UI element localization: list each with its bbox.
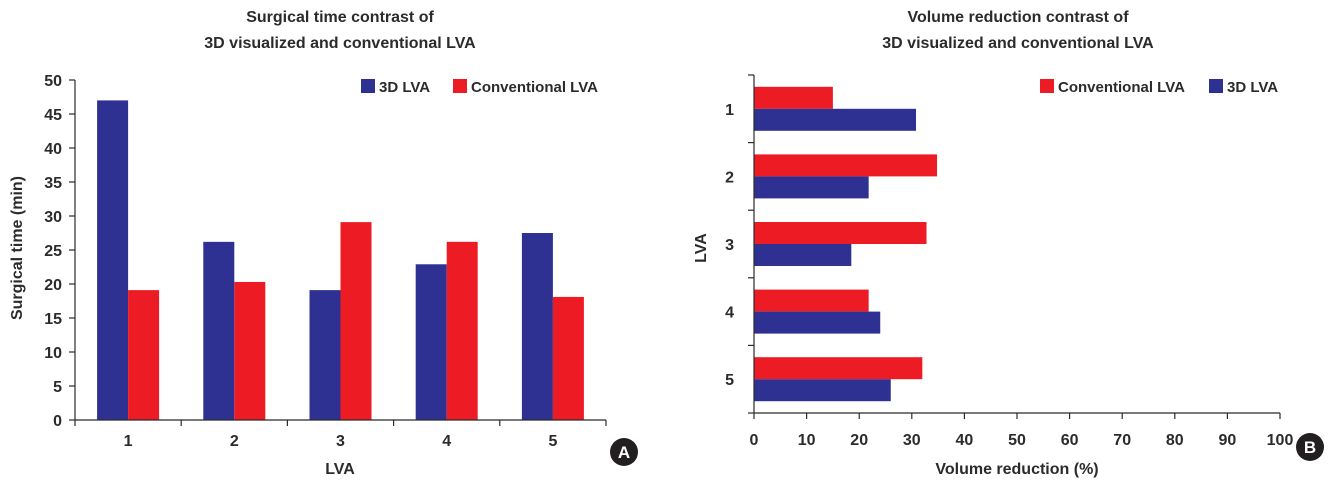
chart-b-title-line1: Volume reduction contrast of <box>907 9 1129 26</box>
chart-b-legend: Conventional LVA 3D LVA <box>1040 79 1278 96</box>
chart-a-x-tick-label: 5 <box>548 433 557 450</box>
chart-a-legend: 3D LVA Conventional LVA <box>361 79 598 96</box>
legend-swatch-3d-lva <box>361 79 375 93</box>
bar-conventional-lva-5 <box>754 357 923 380</box>
bar-3d-lva-1 <box>754 108 917 131</box>
chart-b-x-tick-label: 0 <box>750 432 759 449</box>
chart-b-x-tick-label: 50 <box>1008 432 1026 449</box>
chart-a-y-tick-label: 50 <box>44 73 62 90</box>
chart-b-y-tick-label: 5 <box>725 372 734 389</box>
chart-a-y-tick-label: 15 <box>44 311 62 328</box>
chart-b-x-tick-label: 70 <box>1113 432 1131 449</box>
bar-conventional-lva-3 <box>340 222 372 420</box>
panel-b-label: B <box>1304 438 1316 457</box>
chart-a-y-axis-title: Surgical time (min) <box>9 176 26 320</box>
bar-3d-lva-3 <box>309 290 341 420</box>
bar-conventional-lva-4 <box>754 289 869 312</box>
legend-label-conventional-lva: Conventional LVA <box>1058 79 1185 96</box>
chart-a-x-tick-label: 4 <box>442 433 451 450</box>
chart-a-y-tick-label: 45 <box>44 107 62 124</box>
legend-label-3d-lva: 3D LVA <box>1227 79 1278 96</box>
chart-a-y-tick-label: 5 <box>53 379 62 396</box>
bar-conventional-lva-4 <box>446 241 478 420</box>
chart-b-bars <box>754 86 938 402</box>
bar-conventional-lva-1 <box>128 290 160 420</box>
legend-swatch-conventional-lva <box>453 79 467 93</box>
chart-b-y-tick-label: 2 <box>725 169 734 186</box>
chart-a-x-axis-title: LVA <box>325 461 355 478</box>
panel-b-badge <box>1296 433 1324 461</box>
legend-swatch-conventional-lva <box>1040 79 1054 93</box>
chart-b-x-tick-label: 60 <box>1061 432 1079 449</box>
chart-a-title-line1: Surgical time contrast of <box>246 9 434 26</box>
chart-a-y-tick-label: 40 <box>44 141 62 158</box>
chart-a-title-line2: 3D visualized and conventional LVA <box>204 35 476 52</box>
chart-b-title-line2: 3D visualized and conventional LVA <box>882 35 1154 52</box>
chart-a-y-tick-label: 20 <box>44 277 62 294</box>
chart-a-x-tick-label: 3 <box>336 433 345 450</box>
legend-label-conventional-lva: Conventional LVA <box>471 79 598 96</box>
legend-swatch-3d-lva <box>1209 79 1223 93</box>
chart-b-x-tick-label: 40 <box>956 432 974 449</box>
chart-b-y-tick-label: 3 <box>725 237 734 254</box>
chart-b-y-axis-title: LVA <box>693 233 710 263</box>
chart-b-x-tick-label: 80 <box>1166 432 1184 449</box>
chart-a-x-tick-label: 2 <box>230 433 239 450</box>
bar-3d-lva-4 <box>754 311 881 334</box>
bar-3d-lva-5 <box>521 233 553 420</box>
chart-a-y-tick-label: 0 <box>53 413 62 430</box>
bar-3d-lva-2 <box>203 241 235 420</box>
chart-b-x-tick-label: 90 <box>1219 432 1237 449</box>
chart-a-y-tick-label: 10 <box>44 345 62 362</box>
chart-a-x-tick-label: 1 <box>124 433 133 450</box>
chart-b-x-axis-title: Volume reduction (%) <box>935 461 1098 478</box>
volume-reduction-chart: Volume reduction contrast of 3D visualiz… <box>693 9 1324 478</box>
bar-conventional-lva-2 <box>754 154 938 177</box>
panel-a-label: A <box>618 443 630 462</box>
bar-3d-lva-3 <box>754 244 852 266</box>
chart-b-y-tick-label: 1 <box>725 102 734 119</box>
bar-3d-lva-1 <box>97 100 129 421</box>
panel-a-badge <box>610 438 638 466</box>
bar-conventional-lva-3 <box>754 222 927 244</box>
chart-b-x-tick-label: 20 <box>850 432 868 449</box>
chart-b-x-tick-label: 30 <box>903 432 921 449</box>
chart-b-y-tick-label: 4 <box>725 305 734 322</box>
chart-a-y-tick-label: 25 <box>44 243 62 260</box>
bar-conventional-lva-5 <box>552 296 584 420</box>
bar-conventional-lva-2 <box>234 281 266 420</box>
chart-b-x-tick-label: 100 <box>1267 432 1294 449</box>
chart-b-x-tick-label: 10 <box>798 432 816 449</box>
chart-a-y-tick-label: 35 <box>44 175 62 192</box>
bar-3d-lva-5 <box>754 379 891 402</box>
chart-a-bars <box>97 100 584 421</box>
bar-3d-lva-2 <box>754 176 869 199</box>
bar-conventional-lva-1 <box>754 86 833 109</box>
surgical-time-chart: Surgical time contrast of 3D visualized … <box>9 9 638 478</box>
bar-3d-lva-4 <box>415 264 447 420</box>
chart-a-y-tick-label: 30 <box>44 209 62 226</box>
legend-label-3d-lva: 3D LVA <box>379 79 430 96</box>
